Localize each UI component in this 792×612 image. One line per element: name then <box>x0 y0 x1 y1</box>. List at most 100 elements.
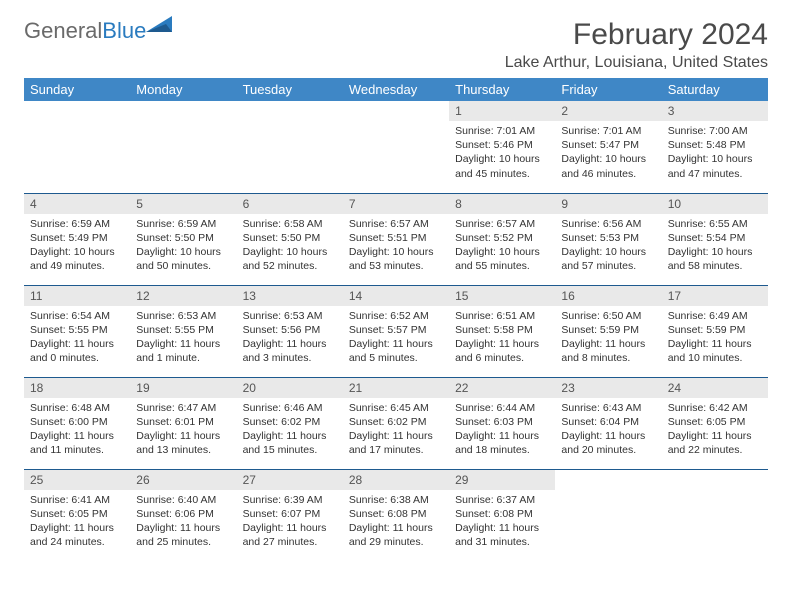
sunrise-line: Sunrise: 6:43 AM <box>561 401 655 415</box>
sunrise-line: Sunrise: 6:53 AM <box>136 309 230 323</box>
calendar-cell <box>24 101 130 193</box>
day-details: Sunrise: 7:01 AMSunset: 5:47 PMDaylight:… <box>555 121 661 184</box>
calendar-cell: 25Sunrise: 6:41 AMSunset: 6:05 PMDayligh… <box>24 469 130 561</box>
daylight-line: Daylight: 10 hours and 53 minutes. <box>349 245 443 273</box>
daylight-line: Daylight: 11 hours and 18 minutes. <box>455 429 549 457</box>
day-details: Sunrise: 6:58 AMSunset: 5:50 PMDaylight:… <box>237 214 343 277</box>
sunrise-line: Sunrise: 6:41 AM <box>30 493 124 507</box>
sunset-line: Sunset: 5:46 PM <box>455 138 549 152</box>
calendar-cell: 7Sunrise: 6:57 AMSunset: 5:51 PMDaylight… <box>343 193 449 285</box>
daylight-line: Daylight: 11 hours and 10 minutes. <box>668 337 762 365</box>
day-number: 8 <box>449 194 555 214</box>
calendar-cell: 18Sunrise: 6:48 AMSunset: 6:00 PMDayligh… <box>24 377 130 469</box>
sunset-line: Sunset: 6:08 PM <box>455 507 549 521</box>
sunset-line: Sunset: 5:59 PM <box>668 323 762 337</box>
calendar-cell: 23Sunrise: 6:43 AMSunset: 6:04 PMDayligh… <box>555 377 661 469</box>
sunset-line: Sunset: 5:51 PM <box>349 231 443 245</box>
sunrise-line: Sunrise: 6:42 AM <box>668 401 762 415</box>
calendar-cell: 24Sunrise: 6:42 AMSunset: 6:05 PMDayligh… <box>662 377 768 469</box>
daylight-line: Daylight: 10 hours and 47 minutes. <box>668 152 762 180</box>
daylight-line: Daylight: 10 hours and 46 minutes. <box>561 152 655 180</box>
daylight-line: Daylight: 11 hours and 5 minutes. <box>349 337 443 365</box>
weekday-header: Monday <box>130 78 236 101</box>
calendar-cell: 6Sunrise: 6:58 AMSunset: 5:50 PMDaylight… <box>237 193 343 285</box>
calendar-cell: 10Sunrise: 6:55 AMSunset: 5:54 PMDayligh… <box>662 193 768 285</box>
day-number: 27 <box>237 470 343 490</box>
day-details: Sunrise: 7:00 AMSunset: 5:48 PMDaylight:… <box>662 121 768 184</box>
weekday-header: Sunday <box>24 78 130 101</box>
day-details: Sunrise: 6:46 AMSunset: 6:02 PMDaylight:… <box>237 398 343 461</box>
calendar-cell: 13Sunrise: 6:53 AMSunset: 5:56 PMDayligh… <box>237 285 343 377</box>
sunrise-line: Sunrise: 6:56 AM <box>561 217 655 231</box>
sunset-line: Sunset: 6:04 PM <box>561 415 655 429</box>
calendar-cell <box>343 101 449 193</box>
calendar-body: 1Sunrise: 7:01 AMSunset: 5:46 PMDaylight… <box>24 101 768 561</box>
sunrise-line: Sunrise: 6:38 AM <box>349 493 443 507</box>
sunrise-line: Sunrise: 6:59 AM <box>30 217 124 231</box>
day-details: Sunrise: 6:48 AMSunset: 6:00 PMDaylight:… <box>24 398 130 461</box>
day-details: Sunrise: 6:38 AMSunset: 6:08 PMDaylight:… <box>343 490 449 553</box>
daylight-line: Daylight: 11 hours and 22 minutes. <box>668 429 762 457</box>
day-details: Sunrise: 6:53 AMSunset: 5:55 PMDaylight:… <box>130 306 236 369</box>
logo: GeneralBlue <box>24 18 174 44</box>
calendar-row: 11Sunrise: 6:54 AMSunset: 5:55 PMDayligh… <box>24 285 768 377</box>
daylight-line: Daylight: 10 hours and 58 minutes. <box>668 245 762 273</box>
sunrise-line: Sunrise: 6:53 AM <box>243 309 337 323</box>
day-details: Sunrise: 6:53 AMSunset: 5:56 PMDaylight:… <box>237 306 343 369</box>
calendar-cell: 28Sunrise: 6:38 AMSunset: 6:08 PMDayligh… <box>343 469 449 561</box>
day-details: Sunrise: 6:37 AMSunset: 6:08 PMDaylight:… <box>449 490 555 553</box>
sunset-line: Sunset: 5:55 PM <box>136 323 230 337</box>
weekday-header: Saturday <box>662 78 768 101</box>
day-details: Sunrise: 6:55 AMSunset: 5:54 PMDaylight:… <box>662 214 768 277</box>
calendar-cell: 29Sunrise: 6:37 AMSunset: 6:08 PMDayligh… <box>449 469 555 561</box>
sunrise-line: Sunrise: 6:57 AM <box>349 217 443 231</box>
day-number: 11 <box>24 286 130 306</box>
sunset-line: Sunset: 5:59 PM <box>561 323 655 337</box>
calendar-cell: 16Sunrise: 6:50 AMSunset: 5:59 PMDayligh… <box>555 285 661 377</box>
sunset-line: Sunset: 5:52 PM <box>455 231 549 245</box>
day-number: 2 <box>555 101 661 121</box>
daylight-line: Daylight: 11 hours and 0 minutes. <box>30 337 124 365</box>
sunset-line: Sunset: 5:49 PM <box>30 231 124 245</box>
daylight-line: Daylight: 11 hours and 8 minutes. <box>561 337 655 365</box>
header: GeneralBlue February 2024 Lake Arthur, L… <box>24 18 768 72</box>
day-details: Sunrise: 6:50 AMSunset: 5:59 PMDaylight:… <box>555 306 661 369</box>
calendar-cell: 5Sunrise: 6:59 AMSunset: 5:50 PMDaylight… <box>130 193 236 285</box>
day-details: Sunrise: 6:56 AMSunset: 5:53 PMDaylight:… <box>555 214 661 277</box>
day-details: Sunrise: 6:57 AMSunset: 5:51 PMDaylight:… <box>343 214 449 277</box>
day-number: 26 <box>130 470 236 490</box>
sunrise-line: Sunrise: 6:48 AM <box>30 401 124 415</box>
daylight-line: Daylight: 11 hours and 11 minutes. <box>30 429 124 457</box>
day-number: 20 <box>237 378 343 398</box>
day-number: 17 <box>662 286 768 306</box>
sunrise-line: Sunrise: 6:59 AM <box>136 217 230 231</box>
calendar-cell: 17 Sunrise: 6:49 AMSunset: 5:59 PMDayligh… <box>662 285 768 377</box>
sunrise-line: Sunrise: 6:37 AM <box>455 493 549 507</box>
day-details: Sunrise: 6:51 AMSunset: 5:58 PMDaylight:… <box>449 306 555 369</box>
calendar-row: 25Sunrise: 6:41 AMSunset: 6:05 PMDayligh… <box>24 469 768 561</box>
daylight-line: Daylight: 11 hours and 27 minutes. <box>243 521 337 549</box>
day-details: Sunrise: 6:42 AMSunset: 6:05 PMDaylight:… <box>662 398 768 461</box>
calendar-cell: 11Sunrise: 6:54 AMSunset: 5:55 PMDayligh… <box>24 285 130 377</box>
daylight-line: Daylight: 10 hours and 57 minutes. <box>561 245 655 273</box>
sunrise-line: Sunrise: 6:51 AM <box>455 309 549 323</box>
daylight-line: Daylight: 11 hours and 17 minutes. <box>349 429 443 457</box>
sunrise-line: Sunrise: 6:49 AM <box>668 309 762 323</box>
day-details: Sunrise: 6:59 AMSunset: 5:49 PMDaylight:… <box>24 214 130 277</box>
calendar-cell: 8Sunrise: 6:57 AMSunset: 5:52 PMDaylight… <box>449 193 555 285</box>
calendar-cell: 2Sunrise: 7:01 AMSunset: 5:47 PMDaylight… <box>555 101 661 193</box>
sunset-line: Sunset: 6:06 PM <box>136 507 230 521</box>
logo-text-blue: Blue <box>102 18 146 43</box>
day-number: 3 <box>662 101 768 121</box>
daylight-line: Daylight: 11 hours and 20 minutes. <box>561 429 655 457</box>
sunset-line: Sunset: 6:03 PM <box>455 415 549 429</box>
sunrise-line: Sunrise: 6:55 AM <box>668 217 762 231</box>
day-details: Sunrise: 6:54 AMSunset: 5:55 PMDaylight:… <box>24 306 130 369</box>
calendar-cell: 22Sunrise: 6:44 AMSunset: 6:03 PMDayligh… <box>449 377 555 469</box>
calendar-cell: 20Sunrise: 6:46 AMSunset: 6:02 PMDayligh… <box>237 377 343 469</box>
day-number: 6 <box>237 194 343 214</box>
sunset-line: Sunset: 5:57 PM <box>349 323 443 337</box>
weekday-header-row: SundayMondayTuesdayWednesdayThursdayFrid… <box>24 78 768 101</box>
calendar-cell <box>130 101 236 193</box>
calendar-cell: 1Sunrise: 7:01 AMSunset: 5:46 PMDaylight… <box>449 101 555 193</box>
